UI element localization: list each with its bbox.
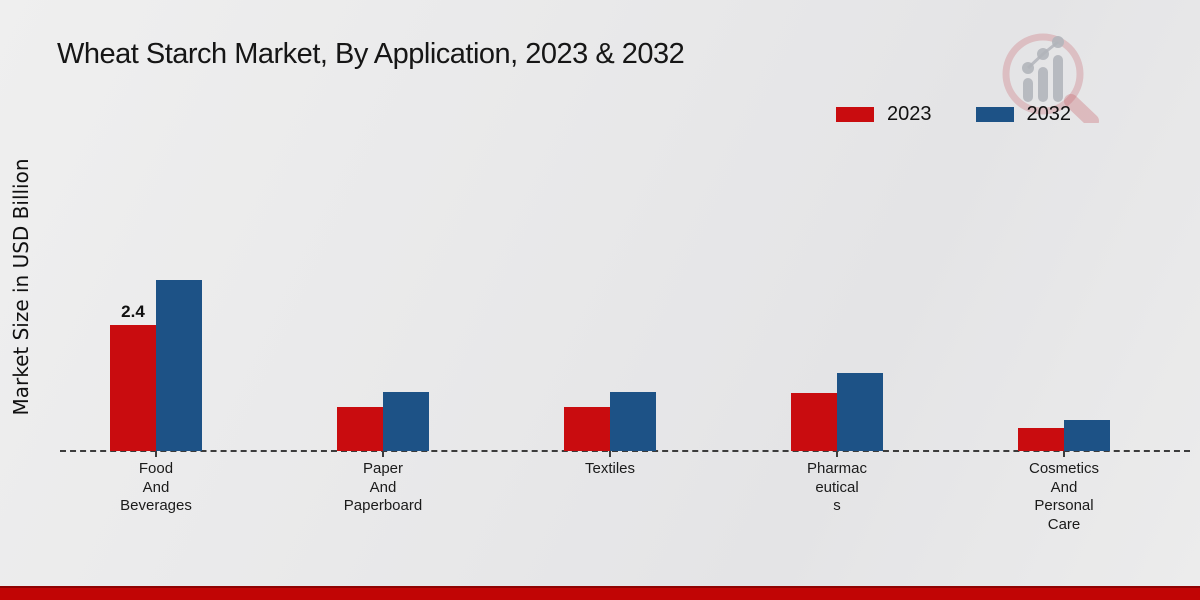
legend: 2023 2032 — [836, 103, 1071, 126]
category-label-paper-and-paperboard: Paper And Paperboard — [343, 460, 423, 514]
x-axis-tick — [155, 451, 157, 457]
category-label-food-and-beverages: Food And Beverages — [120, 460, 192, 514]
legend-swatch-2023 — [836, 107, 874, 122]
chart-title: Wheat Starch Market, By Application, 202… — [57, 38, 685, 70]
category-label-pharmaceuticals: Pharmac eutical s — [806, 460, 868, 514]
brand-logo-icon — [985, 28, 1110, 128]
bar-2032-textiles — [610, 392, 656, 451]
x-axis-tick — [382, 451, 384, 457]
x-axis-tick — [609, 451, 611, 457]
x-axis-baseline — [60, 450, 1190, 452]
legend-item-2023: 2023 — [836, 103, 932, 126]
legend-label-2023: 2023 — [887, 103, 932, 125]
legend-swatch-2032 — [975, 107, 1014, 122]
bar-glyph-icon — [1053, 55, 1063, 102]
data-label-2023: 2.4 — [121, 302, 145, 321]
legend-label-2032: 2032 — [1026, 103, 1072, 125]
bar-2023-food-and-beverages — [110, 325, 156, 451]
x-axis-tick — [1063, 451, 1065, 457]
bar-2032-cosmetics-and-personal-care — [1064, 420, 1110, 451]
bar-2023-paper-and-paperboard — [337, 407, 383, 451]
bar-glyph-icon — [1038, 67, 1048, 102]
x-axis-tick — [836, 451, 838, 457]
bar-2023-cosmetics-and-personal-care — [1018, 428, 1064, 451]
footer-stripe — [0, 586, 1200, 600]
bar-2032-paper-and-paperboard — [383, 392, 429, 451]
magnifier-handle-icon — [1064, 94, 1099, 128]
bar-glyph-icon — [1023, 78, 1033, 102]
legend-item-2032: 2032 — [975, 103, 1072, 126]
bar-2032-food-and-beverages — [156, 280, 202, 451]
bar-2032-pharmaceuticals — [837, 373, 883, 451]
category-label-cosmetics-and-personal-care: Cosmetics And Personal Care — [1028, 460, 1099, 533]
bar-2023-textiles — [564, 407, 610, 451]
category-label-textiles: Textiles — [584, 460, 636, 477]
bar-2023-pharmaceuticals — [791, 393, 837, 451]
magnifier-ring-icon — [1002, 33, 1084, 115]
